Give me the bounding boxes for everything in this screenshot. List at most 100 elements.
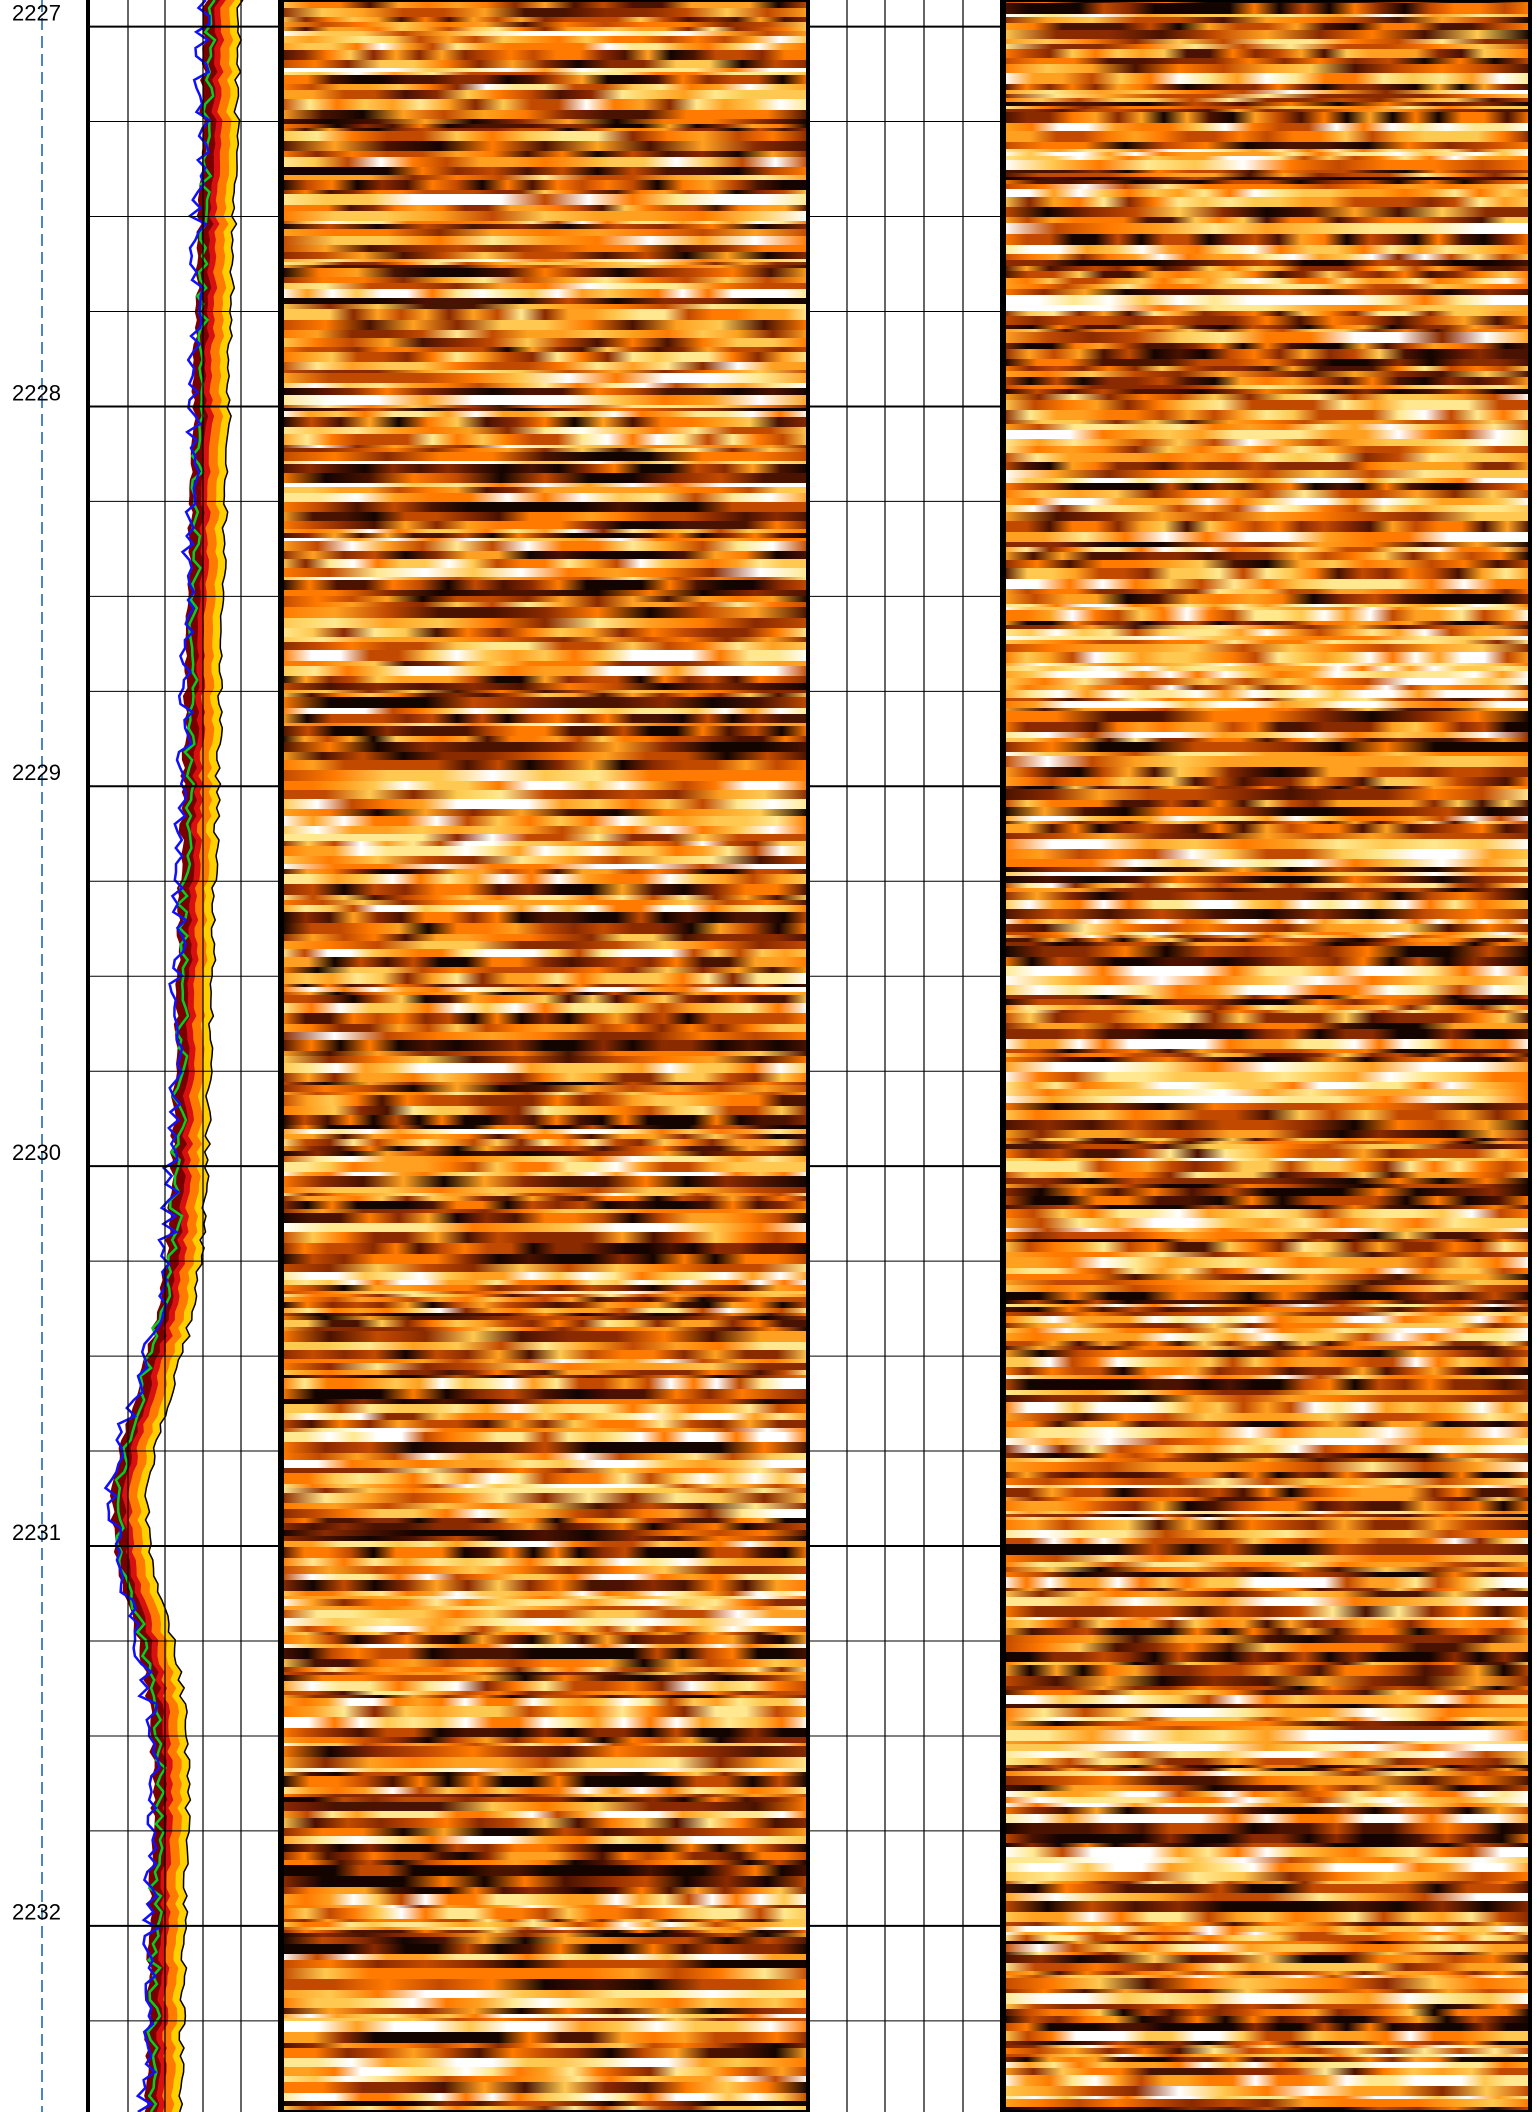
image-row bbox=[282, 1530, 808, 1536]
image-row bbox=[282, 175, 808, 180]
image-row bbox=[282, 1187, 808, 1193]
image-row bbox=[1004, 1771, 1530, 1776]
image-row bbox=[282, 283, 808, 289]
image-row bbox=[282, 846, 808, 856]
image-row bbox=[282, 408, 808, 411]
image-row bbox=[282, 1933, 808, 1937]
image-row bbox=[1004, 102, 1530, 106]
image-row bbox=[1004, 946, 1530, 957]
image-row bbox=[1004, 1357, 1530, 1367]
image-row bbox=[1004, 1138, 1530, 1141]
image-row bbox=[282, 1316, 808, 1320]
image-row bbox=[282, 1541, 808, 1547]
image-row bbox=[282, 1115, 808, 1125]
image-row bbox=[1004, 410, 1530, 420]
image-row bbox=[1004, 1379, 1530, 1390]
image-row bbox=[282, 1024, 808, 1032]
image-row bbox=[1004, 1941, 1530, 1944]
image-row bbox=[282, 362, 808, 370]
image-row bbox=[1004, 366, 1530, 371]
image-row bbox=[282, 1413, 808, 1420]
image-row bbox=[282, 1073, 808, 1082]
image-row bbox=[282, 1291, 808, 1294]
image-row bbox=[282, 1960, 808, 1968]
image-row bbox=[282, 1176, 808, 1187]
image-row bbox=[1004, 900, 1530, 909]
image-row bbox=[282, 338, 808, 347]
image-row bbox=[282, 236, 808, 245]
image-row bbox=[282, 1618, 808, 1626]
image-row bbox=[282, 1453, 808, 1460]
image-row bbox=[282, 352, 808, 362]
image-row bbox=[282, 1342, 808, 1350]
image-row bbox=[1004, 1511, 1530, 1514]
image-row bbox=[1004, 1312, 1530, 1316]
image-row bbox=[1004, 30, 1530, 39]
image-row bbox=[282, 1209, 808, 1213]
image-row bbox=[282, 1223, 808, 1232]
image-row bbox=[282, 259, 808, 262]
image-row bbox=[1004, 98, 1530, 102]
image-row bbox=[282, 1162, 808, 1172]
image-row bbox=[282, 211, 808, 221]
image-row bbox=[282, 124, 808, 128]
image-row bbox=[1004, 1316, 1530, 1323]
image-row bbox=[282, 934, 808, 941]
image-row bbox=[282, 676, 808, 683]
image-row bbox=[282, 2014, 808, 2018]
image-row bbox=[1004, 1307, 1530, 1312]
image-row bbox=[1004, 377, 1530, 385]
image-row bbox=[1004, 1005, 1530, 1010]
image-row bbox=[282, 427, 808, 434]
image-row bbox=[1004, 234, 1530, 245]
image-row bbox=[282, 1013, 808, 1024]
image-row bbox=[1004, 867, 1530, 872]
image-row bbox=[1004, 1390, 1530, 1395]
image-row bbox=[1004, 2031, 1530, 2041]
image-row bbox=[282, 869, 808, 874]
image-row bbox=[282, 841, 808, 846]
image-row bbox=[1004, 1577, 1530, 1588]
image-row bbox=[282, 1146, 808, 1151]
image-row bbox=[282, 22, 808, 27]
image-row bbox=[1004, 1053, 1530, 1057]
image-row bbox=[282, 533, 808, 538]
image-row bbox=[1004, 1232, 1530, 1239]
image-row bbox=[282, 1125, 808, 1129]
image-row bbox=[1004, 64, 1530, 73]
image-row bbox=[282, 110, 808, 119]
image-row bbox=[282, 912, 808, 923]
image-row bbox=[282, 529, 808, 533]
image-row bbox=[1004, 1628, 1530, 1635]
image-row bbox=[1004, 311, 1530, 316]
image-row bbox=[1004, 359, 1530, 366]
image-row bbox=[282, 856, 808, 864]
image-row bbox=[1004, 223, 1530, 234]
image-row bbox=[1004, 1257, 1530, 1268]
image-row bbox=[1004, 2096, 1530, 2099]
image-row bbox=[282, 1095, 808, 1106]
image-track bbox=[1004, 0, 1530, 2112]
image-row bbox=[1004, 17, 1530, 23]
image-row bbox=[282, 119, 808, 124]
image-row bbox=[282, 36, 808, 43]
image-row bbox=[1004, 478, 1530, 483]
image-row bbox=[282, 864, 808, 869]
image-row bbox=[1004, 453, 1530, 462]
image-row bbox=[1004, 2086, 1530, 2096]
image-row bbox=[1004, 189, 1530, 197]
image-row bbox=[282, 1596, 808, 1599]
image-row bbox=[282, 1106, 808, 1115]
image-row bbox=[282, 224, 808, 229]
image-row bbox=[1004, 1643, 1530, 1652]
image-row bbox=[282, 642, 808, 650]
image-row bbox=[282, 967, 808, 973]
image-row bbox=[1004, 505, 1530, 512]
image-row bbox=[282, 650, 808, 661]
image-row bbox=[282, 1363, 808, 1370]
image-row bbox=[282, 1294, 808, 1297]
image-row bbox=[1004, 1978, 1530, 1989]
image-row bbox=[1004, 966, 1530, 976]
image-row bbox=[1004, 123, 1530, 131]
image-row bbox=[282, 1836, 808, 1844]
